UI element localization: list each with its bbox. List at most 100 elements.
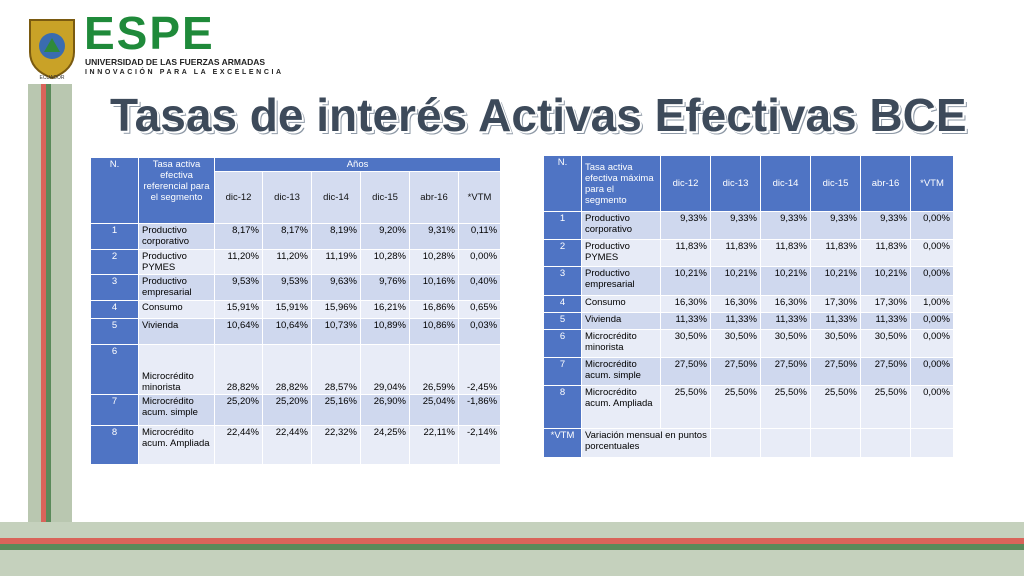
cell: 28,57% [311, 344, 361, 395]
cell: 15,91% [262, 300, 312, 319]
cell: 9,33% [860, 211, 911, 240]
row: 1 Productivo corporativo 8,17% 8,17% 8,19% 9,… [90, 223, 502, 250]
row: 2 Productivo PYMES 11,83% 11,83% 11,83% 11,83… [543, 239, 954, 267]
column-header: dic-15 [360, 171, 410, 224]
cell: 25,04% [409, 394, 459, 426]
column-header: abr-16 [860, 155, 911, 212]
cell: 30,50% [810, 329, 861, 358]
cell: Consumo [581, 295, 661, 313]
cell: 11,33% [810, 312, 861, 330]
university: UNIVERSIDAD DE LAS FUERZAS ARMADAS [85, 57, 266, 67]
cell: 9,33% [710, 211, 761, 240]
column-header: dic-12 [214, 171, 263, 224]
cell: 4 [90, 300, 139, 319]
cell: 27,50% [710, 357, 761, 386]
cell: 9,53% [214, 274, 263, 301]
cell [910, 428, 954, 458]
cell: 0,00% [910, 385, 954, 429]
cell: Productivo PYMES [138, 249, 215, 275]
row: 4 Consumo 16,30% 16,30% 16,30% 17,30% 17,30% 1,… [543, 295, 954, 313]
cell: 1 [543, 211, 582, 240]
cell: 25,16% [311, 394, 361, 426]
cell: 11,33% [760, 312, 811, 330]
stripe [46, 0, 51, 576]
cell: 9,20% [360, 223, 410, 250]
column-header: *VTM [457, 171, 502, 224]
cell: 10,21% [760, 266, 811, 296]
row: 3 Productivo empresarial 10,21% 10,21% 10,21… [543, 266, 954, 296]
cell: Productivo PYMES [581, 239, 661, 267]
cell: 3 [543, 266, 582, 296]
cell: 7 [543, 357, 582, 386]
footnote-row: *VTM Variación mensual en puntos porcentu… [543, 428, 954, 458]
cell: 25,20% [214, 394, 263, 426]
cell: 1,00% [910, 295, 954, 313]
crest: ECUADOR [29, 19, 75, 81]
cell: 1 [90, 223, 139, 250]
cell: 11,20% [262, 249, 312, 275]
cell: 30,50% [760, 329, 811, 358]
cell: 8,17% [262, 223, 312, 250]
cell: 3 [90, 274, 139, 301]
cell: 28,82% [214, 344, 263, 395]
cell: 6 [90, 344, 139, 395]
column-header: dic-12 [660, 155, 711, 212]
header-cell: N. [543, 155, 582, 212]
cell: 0,00% [457, 249, 502, 275]
cell: 8,19% [311, 223, 361, 250]
cell: 4 [543, 295, 582, 313]
header-row: N. Tasa activa efectiva referencial para … [90, 157, 502, 224]
cell: 10,16% [409, 274, 459, 301]
cell: 11,33% [660, 312, 711, 330]
cell: 10,73% [311, 318, 361, 345]
cell: Microcrédito minorista [138, 344, 215, 395]
cell: Vivienda [581, 312, 661, 330]
cell: 0,00% [910, 239, 954, 267]
cell: 0,00% [910, 211, 954, 240]
row: 1 Productivo corporativo 9,33% 9,33% 9,33% 9,… [543, 211, 954, 240]
cell: 16,21% [360, 300, 410, 319]
cell: 10,86% [409, 318, 459, 345]
cell: 10,28% [409, 249, 459, 275]
header-cell: Tasa activa efectiva máxima para el segm… [581, 155, 661, 212]
cell: 10,21% [710, 266, 761, 296]
cell: 26,59% [409, 344, 459, 395]
cell [810, 428, 861, 458]
cell: 10,64% [214, 318, 263, 345]
cell: 16,30% [660, 295, 711, 313]
column-header: dic-14 [760, 155, 811, 212]
cell: Microcrédito acum. simple [581, 357, 661, 386]
cell: 5 [90, 318, 139, 345]
cell: 22,44% [214, 425, 263, 465]
cell: 2 [90, 249, 139, 275]
cell: 9,33% [810, 211, 861, 240]
cell: 25,20% [262, 394, 312, 426]
stripe [0, 538, 1024, 544]
cell: 25,50% [760, 385, 811, 429]
cell: 26,90% [360, 394, 410, 426]
cell: 0,00% [910, 266, 954, 296]
cell: 24,25% [360, 425, 410, 465]
cell: 0,40% [457, 274, 502, 301]
header-row: N. Tasa activa efectiva máxima para el se… [543, 155, 954, 212]
cell: -2,45% [457, 344, 502, 395]
cell: 6 [543, 329, 582, 358]
row: 3 Productivo empresarial 9,53% 9,53% 9,63% 9,… [90, 274, 502, 301]
cell: 8,17% [214, 223, 263, 250]
cell: 9,33% [760, 211, 811, 240]
column-header: dic-14 [311, 171, 361, 224]
cell: 9,63% [311, 274, 361, 301]
cell: Productivo corporativo [138, 223, 215, 250]
column-header: dic-13 [710, 155, 761, 212]
cell: 29,04% [360, 344, 410, 395]
cell: 22,11% [409, 425, 459, 465]
cell: 9,53% [262, 274, 312, 301]
cell: 11,33% [860, 312, 911, 330]
header-cell: N. [90, 157, 139, 224]
cell: Microcrédito acum. Ampliada [581, 385, 661, 429]
header-cell: Años [213, 157, 502, 172]
cell: 30,50% [710, 329, 761, 358]
row: 4 Consumo 15,91% 15,91% 15,96% 16,21% 16,86% 0,… [90, 300, 502, 319]
cell: 8 [543, 385, 582, 429]
logo-text: ESPE [84, 7, 215, 59]
